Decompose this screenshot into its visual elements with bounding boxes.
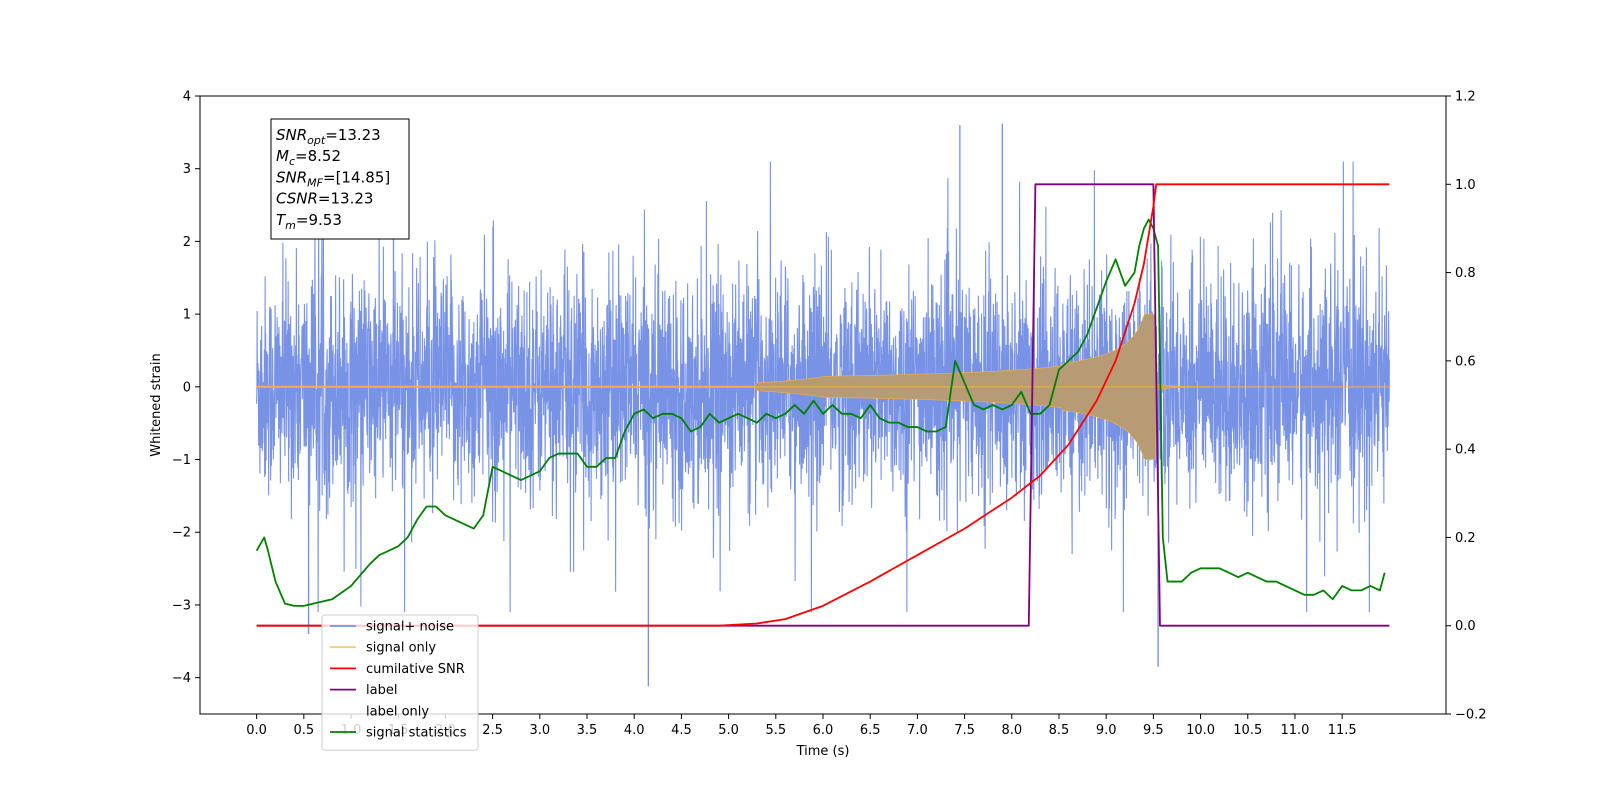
x-tick-label: 7.0 <box>907 723 928 738</box>
x-tick-label: 4.5 <box>671 723 692 738</box>
annotation-value: =[14.85] <box>323 168 390 186</box>
y-left-tick-label: −4 <box>172 671 191 686</box>
y-right-tick-label: −0.2 <box>1455 708 1487 723</box>
annotation-line: CSNR=13.23 <box>276 190 373 208</box>
x-axis-label: Time (s) <box>796 744 850 759</box>
x-tick-label: 6.0 <box>813 723 834 738</box>
annotation-subscript: MF <box>307 176 323 189</box>
y-left-tick-label: 3 <box>183 162 191 177</box>
y-left-tick-label: 2 <box>183 235 191 250</box>
y-right-tick-label: 0.0 <box>1455 619 1476 634</box>
x-tick-label: 6.5 <box>860 723 881 738</box>
annotation-line: Tm=9.53 <box>276 211 342 232</box>
x-tick-label: 3.5 <box>577 723 598 738</box>
x-tick-label: 8.5 <box>1049 723 1070 738</box>
annotation-value: =9.53 <box>296 211 342 229</box>
series-cumulative-snr-line <box>256 183 1390 627</box>
legend-entry: signal statistics <box>366 726 467 741</box>
legend: signal+ noise signal only cumilative SNR la… <box>321 614 479 751</box>
y-left-tick-label: −2 <box>172 526 191 541</box>
legend-entry: signal+ noise <box>366 620 454 635</box>
x-tick-label: 3.0 <box>529 723 550 738</box>
y-right-tick-label: 0.8 <box>1455 266 1476 281</box>
x-tick-label: 9.5 <box>1143 723 1164 738</box>
parameter-annotation-box: SNRopt=13.23Mc=8.52SNRMF=[14.85]CSNR=13.… <box>270 118 410 240</box>
x-tick-label: 9.0 <box>1096 723 1117 738</box>
y-right-tick-label: 0.4 <box>1455 443 1476 458</box>
annotation-symbol: CSNR <box>276 190 318 208</box>
legend-entry: cumilative SNR <box>366 662 465 677</box>
y-right-tick-label: 0.2 <box>1455 531 1476 546</box>
x-tick-label: 11.5 <box>1328 723 1357 738</box>
annotation-symbol: M <box>276 147 289 165</box>
series-label-line <box>256 183 1390 627</box>
x-tick-label: 2.5 <box>482 723 503 738</box>
y-left-tick-label: −1 <box>172 453 191 468</box>
x-tick-label: 4.0 <box>624 723 645 738</box>
annotation-subscript: m <box>285 219 296 232</box>
annotation-frame <box>270 118 410 240</box>
y-axis-left: 4 3 2 1 0 −1 −2 −3 −4 <box>172 90 200 686</box>
annotation-symbol: SNR <box>276 126 307 144</box>
y-right-tick-label: 0.6 <box>1455 354 1476 369</box>
y-axis-right: 1.2 1.0 0.8 0.6 0.4 0.2 0.0 −0.2 <box>1446 90 1487 723</box>
y-left-tick-label: 0 <box>183 380 191 395</box>
y-axis-label: Whitened strain <box>149 353 164 456</box>
x-tick-label: 8.0 <box>1001 723 1022 738</box>
y-left-tick-label: −3 <box>172 598 191 613</box>
x-tick-label: 10.0 <box>1186 723 1215 738</box>
legend-entry: signal only <box>366 641 436 656</box>
annotation-line: Mc=8.52 <box>276 147 341 168</box>
annotation-line: SNRMF=[14.85] <box>276 168 390 189</box>
annotation-symbol: SNR <box>276 168 307 186</box>
annotation-line: SNRopt=13.23 <box>276 126 381 147</box>
x-tick-label: 11.0 <box>1280 723 1309 738</box>
x-tick-label: 5.0 <box>718 723 739 738</box>
legend-entry: label <box>366 683 397 698</box>
annotation-subscript: c <box>289 155 295 168</box>
annotation-symbol: T <box>276 211 287 229</box>
x-tick-label: 5.5 <box>765 723 786 738</box>
x-tick-label: 7.5 <box>954 723 975 738</box>
legend-entry: label only <box>366 704 429 719</box>
x-tick-label: 0.5 <box>293 723 314 738</box>
y-right-tick-label: 1.0 <box>1455 178 1476 193</box>
annotation-subscript: opt <box>307 134 326 147</box>
legend-frame <box>321 614 479 751</box>
series-layer <box>255 123 1390 687</box>
y-left-tick-label: 1 <box>183 308 191 323</box>
y-left-tick-label: 4 <box>183 90 191 105</box>
x-tick-label: 10.5 <box>1233 723 1262 738</box>
x-tick-label: 0.0 <box>246 723 267 738</box>
annotation-value: =13.23 <box>318 190 374 208</box>
annotation-value: =13.23 <box>325 126 381 144</box>
y-right-tick-label: 1.2 <box>1455 90 1476 105</box>
series-signal-statistics-line <box>255 218 1386 607</box>
annotation-value: =8.52 <box>295 147 341 165</box>
